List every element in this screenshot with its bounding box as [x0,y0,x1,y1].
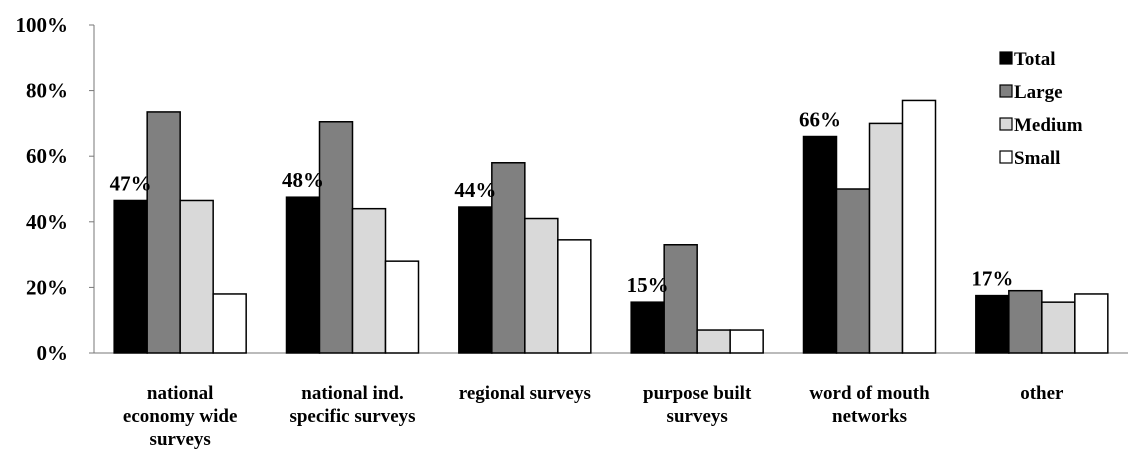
bar-total [802,135,838,354]
bar-large [146,111,181,354]
bar-small [212,293,247,354]
y-tick-label: 20% [26,275,68,299]
x-tick-label: national ind. specific surveys [289,383,415,427]
bar-small [557,239,592,354]
legend-swatch-large [999,84,1013,98]
legend-swatch-small [999,150,1013,164]
data-label: 66% [799,108,841,132]
legend-label-medium: Medium [1014,115,1083,136]
bar-medium [351,207,387,354]
data-label: 15% [627,273,669,297]
data-label: 44% [454,178,496,202]
x-tick-label: other [1020,383,1064,404]
bar-small [1074,293,1109,354]
bar-total [458,206,493,354]
legend: Total Large Medium Small [999,49,1083,169]
bar-small [384,260,420,354]
legend-swatch-medium [999,117,1013,131]
data-labels-group: 47% 48% 44% 15% 66% 17% [110,108,1014,298]
data-label: 48% [282,168,324,192]
y-tick-label: 80% [26,79,68,103]
legend-label-small: Small [1014,148,1060,169]
x-tick-label: national economy wide surveys [123,383,238,450]
data-label: 47% [110,171,152,195]
bar-medium [1041,301,1076,354]
x-axis-labels: national economy wide surveys national ind.… [123,383,1064,450]
bar-large [835,188,871,354]
bar-medium [696,329,731,354]
bar-total [975,294,1010,354]
x-tick-label: purpose built surveys [643,383,752,427]
y-tick-label: 60% [26,144,68,168]
legend-label-large: Large [1014,82,1063,103]
y-tick-label: 100% [16,13,69,37]
bar-medium [868,122,904,354]
bar-total [113,199,148,354]
bar-medium [524,217,559,354]
bar-large [1008,289,1043,354]
legend-label-total: Total [1014,49,1056,70]
bar-large [318,121,354,354]
bar-large [491,162,526,354]
legend-swatch-total [999,51,1013,65]
data-label: 17% [971,267,1013,291]
bar-small [729,329,764,354]
x-tick-label: word of mouth networks [809,383,930,427]
bar-total [285,196,321,354]
y-tick-label: 40% [26,210,68,234]
bar-large [663,244,698,354]
bar-small [901,99,937,354]
bars-group [113,99,1109,354]
bar-medium [179,199,214,354]
y-axis: 0% 20% 40% 60% 80% 100% [16,13,1128,365]
y-tick-label: 0% [37,341,69,365]
bar-total [630,301,665,354]
x-tick-label: regional surveys [459,383,591,404]
